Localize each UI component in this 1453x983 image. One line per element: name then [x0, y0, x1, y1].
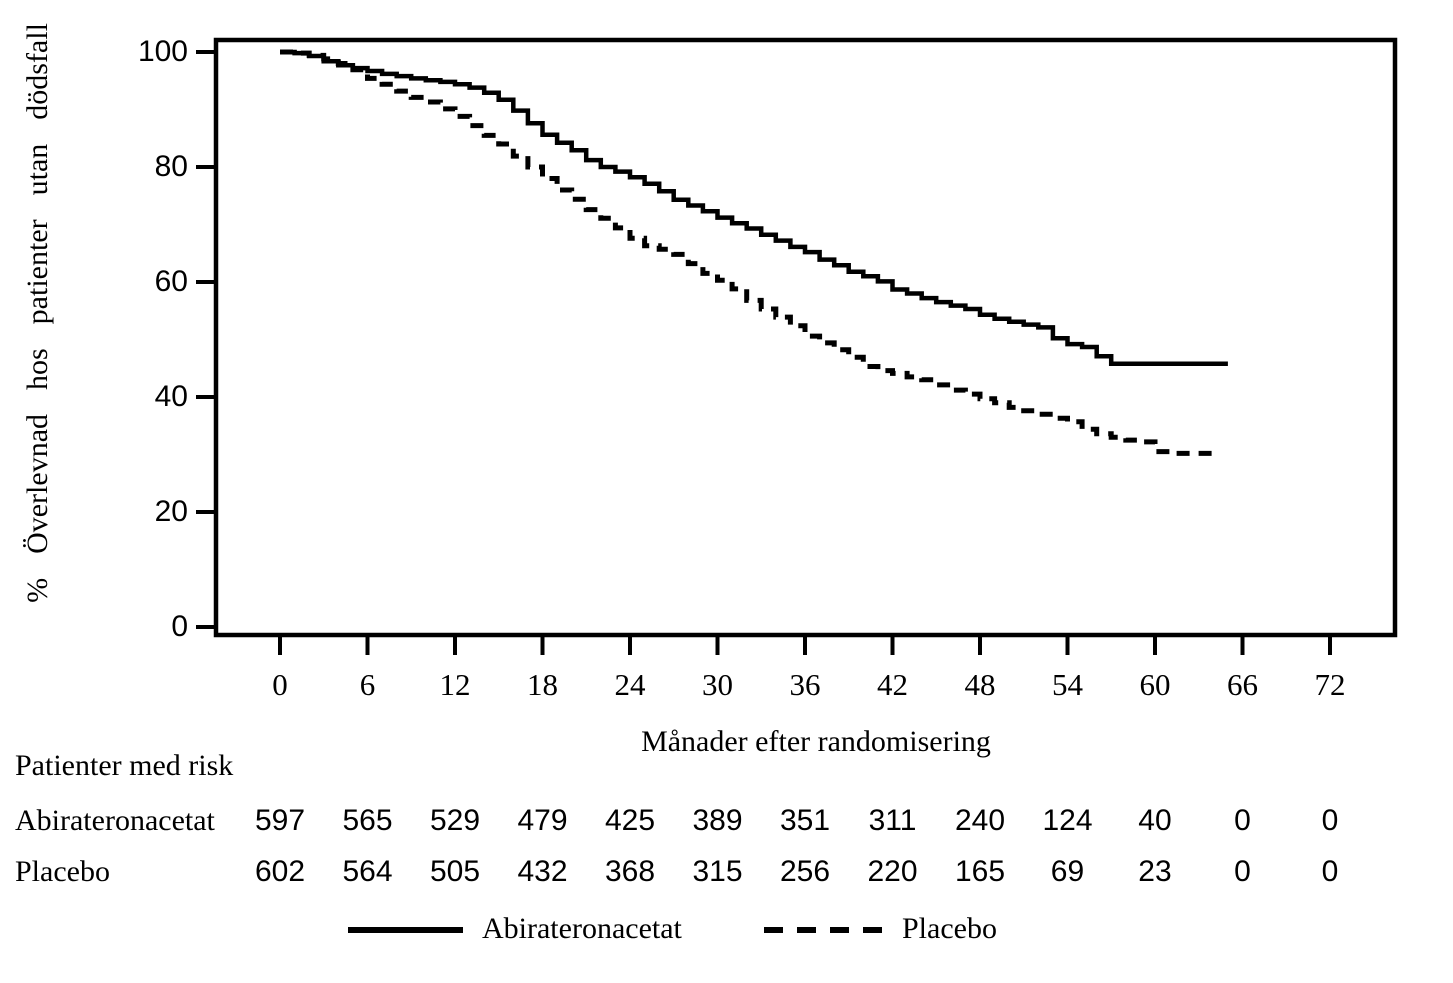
x-tick-label: 54 — [1051, 667, 1083, 702]
x-tick-label: 0 — [272, 667, 288, 702]
x-tick-label: 6 — [359, 667, 376, 702]
plot-frame — [213, 37, 1398, 638]
risk-count: 0 — [1321, 855, 1339, 888]
y-tick-label: 0 — [171, 610, 188, 643]
risk-count: 368 — [604, 855, 656, 888]
x-tick-label: 30 — [701, 667, 733, 702]
risk-count: 124 — [1042, 804, 1093, 837]
risk-count: 69 — [1050, 855, 1085, 888]
survival-curve-abirateronacetat — [280, 49, 1228, 366]
risk-count: 0 — [1234, 804, 1251, 837]
risk-count: 529 — [429, 804, 481, 837]
y-tick-label: 80 — [154, 150, 188, 183]
axis-tick-marks — [196, 50, 1332, 655]
risk-count: 311 — [868, 804, 917, 837]
x-tick-label: 36 — [789, 667, 821, 702]
x-tick-label: 66 — [1226, 667, 1258, 702]
risk-count: 256 — [779, 855, 831, 888]
risk-count: 0 — [1234, 855, 1251, 888]
risk-count: 425 — [604, 804, 656, 837]
survival-curve-placebo — [280, 49, 1221, 456]
risk-count: 351 — [779, 804, 831, 837]
risk-count: 220 — [867, 855, 918, 888]
x-tick-label: 12 — [439, 667, 471, 702]
risk-count: 315 — [692, 855, 743, 888]
risk-count: 505 — [429, 855, 481, 888]
legend-label-placebo: Placebo — [902, 912, 997, 945]
risk-row-label: Placebo — [15, 855, 110, 888]
risk-count: 479 — [517, 804, 568, 837]
risk-row-label: Abirateronacetat — [15, 804, 215, 837]
y-tick-label: 100 — [137, 35, 188, 68]
risk-count: 23 — [1138, 855, 1172, 888]
x-axis-title: Månader efter randomisering — [641, 725, 991, 758]
risk-count: 432 — [517, 855, 568, 888]
x-tick-label: 72 — [1314, 667, 1346, 702]
x-tick-label: 42 — [876, 667, 908, 702]
x-tick-label: 48 — [964, 667, 996, 702]
x-tick-label: 18 — [526, 667, 558, 702]
risk-table-header: Patienter med risk — [15, 749, 234, 782]
x-tick-label: 24 — [614, 667, 646, 702]
risk-count: 564 — [342, 855, 393, 888]
x-tick-label: 60 — [1139, 667, 1171, 702]
y-tick-label: 20 — [154, 495, 188, 528]
risk-count: 40 — [1138, 804, 1172, 837]
risk-count: 597 — [254, 804, 306, 837]
y-tick-label: 60 — [154, 265, 188, 298]
y-axis-title: % Överlevnad hos patienter utan dödsfall — [21, 23, 54, 603]
risk-count: 0 — [1321, 804, 1339, 837]
y-tick-label: 40 — [154, 380, 188, 413]
risk-count: 165 — [954, 855, 1006, 888]
risk-count: 602 — [254, 855, 306, 888]
risk-count: 240 — [954, 804, 1006, 837]
legend-label-abirateronacetat: Abirateronacetat — [482, 912, 682, 945]
risk-count: 389 — [692, 804, 743, 837]
risk-count: 565 — [342, 804, 393, 837]
